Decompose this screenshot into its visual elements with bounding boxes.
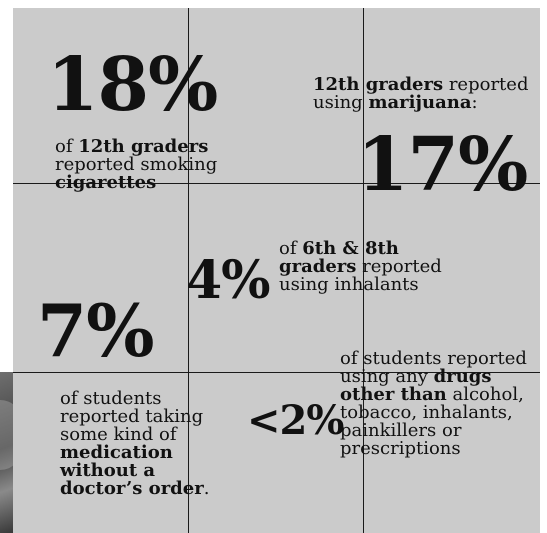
grid-line-h1 [13,183,540,184]
stat-lt2-figure: <2% [247,397,344,444]
stat-17-figure: 17% [357,122,528,208]
stat-7-figure: 7% [37,288,155,373]
stats-board: 18% of 12th graders reported smoking cig… [13,8,540,533]
stat-lt2-caption: of students reported using any drugs oth… [340,348,527,459]
stat-4-figure: 4% [186,250,271,311]
stat-7-caption: of students reported taking some kind of… [60,388,210,499]
stat-4-caption: of 6th & 8th graders reported using inha… [279,238,442,295]
grid-line-h2 [13,372,540,373]
stat-18-figure: 18% [47,42,218,128]
stat-18-caption: of 12th graders reported smoking cigaret… [55,136,218,193]
grid-line-v1 [188,8,189,533]
stat-17-caption: 12th graders reported using marijuana: [313,74,529,113]
grid-line-v2 [363,8,364,533]
